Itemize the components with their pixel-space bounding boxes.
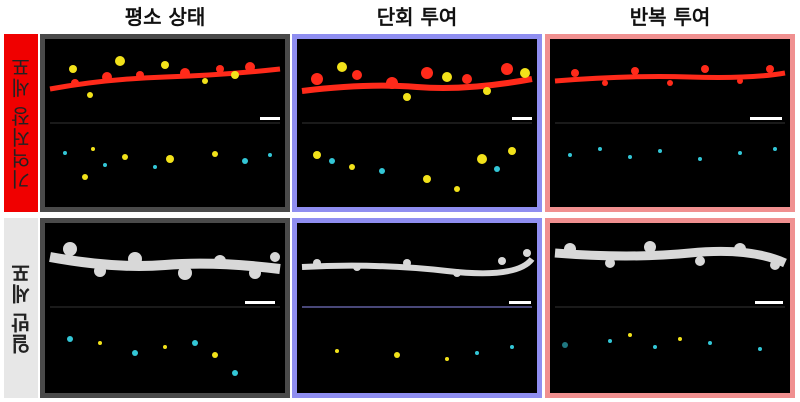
scale-bar xyxy=(750,117,782,120)
scale-bar xyxy=(245,301,275,304)
scale-bar xyxy=(512,117,532,120)
microscopy-image-memory-baseline xyxy=(49,56,281,180)
microscopy-image-normal-repeated-dose xyxy=(554,241,787,351)
microscopy-image-normal-single-dose xyxy=(301,249,535,361)
panel-memory-repeated-dose xyxy=(545,34,795,212)
row-label-normal-cell-text: 일반 세포 xyxy=(9,262,34,354)
column-header-single-dose: 단회 투여 xyxy=(376,5,458,29)
row-label-memory-cell: 기억저장 세포 xyxy=(4,34,38,212)
row-label-normal-cell: 일반 세포 xyxy=(4,218,38,398)
panel-normal-baseline xyxy=(40,218,290,398)
panel-normal-repeated-dose xyxy=(545,218,795,398)
scale-bar xyxy=(755,301,783,304)
scale-bar xyxy=(260,117,280,120)
scale-bar xyxy=(509,301,531,304)
column-header-baseline: 평소 상태 xyxy=(124,5,206,29)
microscopy-image-memory-single-dose xyxy=(301,62,533,192)
microscopy-image-normal-baseline xyxy=(49,242,281,376)
microscopy-image-memory-repeated-dose xyxy=(554,65,786,161)
panel-normal-single-dose xyxy=(292,218,542,398)
panel-memory-baseline xyxy=(40,34,290,212)
panel-memory-single-dose xyxy=(292,34,542,212)
column-header-repeated-dose: 반복 투여 xyxy=(629,5,711,29)
row-label-memory-cell-text: 기억저장 세포 xyxy=(9,56,34,190)
